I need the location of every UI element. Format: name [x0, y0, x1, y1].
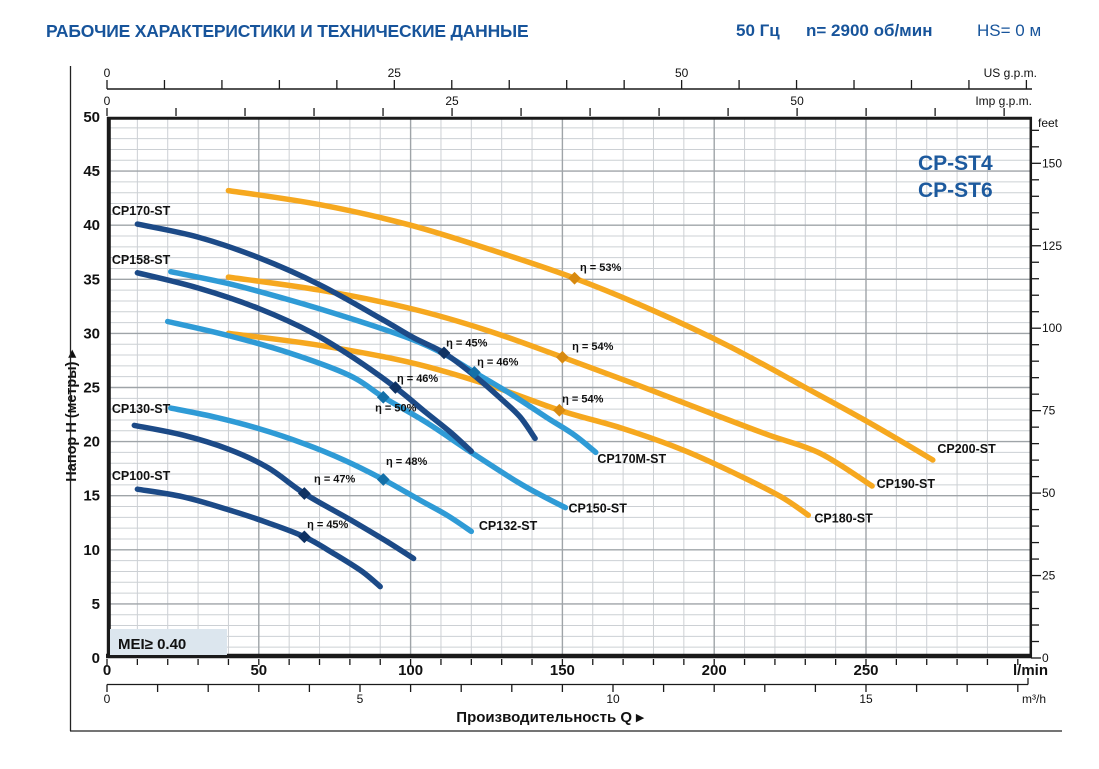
efficiency-label-CP100-ST: η = 45%	[307, 519, 348, 531]
head-m-tick-label: 25	[83, 380, 100, 397]
feet-tick-label: 25	[1042, 569, 1056, 583]
efficiency-label-CP132-ST: η = 48%	[386, 456, 427, 468]
impgpm-tick-label: 25	[445, 94, 459, 108]
efficiency-label-CP190-ST: η = 54%	[572, 341, 613, 353]
feet-tick-label: 125	[1042, 239, 1062, 253]
model-group-label-1: CP-ST4	[918, 152, 993, 175]
curve-CP170-ST	[134, 221, 538, 442]
curve-CP150-ST	[164, 318, 569, 511]
head-m-tick-label: 50	[83, 109, 100, 126]
efficiency-label-CP200-ST: η = 53%	[580, 262, 621, 274]
feet-tick-label: 150	[1042, 156, 1062, 170]
y-axis-title: Напор H (метры) ▸	[64, 349, 80, 482]
usgpm-tick-label: 25	[388, 66, 402, 80]
efficiency-label-CP158-ST: η = 46%	[397, 373, 438, 385]
series-label-CP150-ST: CP150-ST	[568, 502, 627, 516]
suction-head-label: HS= 0 м	[977, 21, 1042, 40]
lmin-tick-label: 200	[702, 662, 727, 679]
curve-CP100-ST	[134, 486, 383, 590]
curve-CP158-ST	[134, 270, 475, 455]
efficiency-label-CP170-ST: η = 45%	[446, 338, 487, 350]
impgpm-unit-label: Imp g.p.m.	[975, 94, 1032, 108]
usgpm-tick-label: 50	[675, 66, 689, 80]
head-m-tick-label: 10	[83, 542, 100, 559]
lmin-tick-label: 150	[550, 662, 575, 679]
lmin-tick-label: 100	[398, 662, 423, 679]
model-group-label-2: CP-ST6	[918, 179, 993, 202]
feet-tick-label: 0	[1042, 651, 1049, 665]
m3h-unit-label: m³/h	[1022, 692, 1046, 706]
curve-CP132-ST	[168, 405, 475, 535]
series-label-CP190-ST: CP190-ST	[877, 477, 936, 491]
impgpm-tick-label: 0	[104, 94, 111, 108]
feet-tick-label: 75	[1042, 404, 1056, 418]
page-title: РАБОЧИЕ ХАРАКТЕРИСТИКИ И ТЕХНИЧЕСКИЕ ДАН…	[46, 21, 529, 41]
mei-box	[110, 629, 227, 655]
feet-unit-label: feet	[1038, 116, 1059, 130]
lmin-unit-label: l/min	[1013, 662, 1048, 679]
efficiency-label-CP180-ST: η = 54%	[562, 393, 603, 405]
m3h-tick-label: 0	[104, 692, 111, 706]
frequency-label: 50 Гц	[736, 21, 780, 40]
curve-CP130-ST	[131, 422, 417, 562]
series-label-CP100-ST: CP100-ST	[112, 469, 171, 483]
head-m-tick-label: 5	[92, 596, 100, 613]
series-label-CP180-ST: CP180-ST	[814, 511, 873, 525]
series-label-CP158-ST: CP158-ST	[112, 253, 171, 267]
m3h-tick-label: 15	[859, 692, 873, 706]
series-label-CP132-ST: CP132-ST	[479, 519, 538, 533]
series-label-CP200-ST: CP200-ST	[937, 442, 996, 456]
impgpm-tick-label: 50	[790, 94, 804, 108]
head-m-tick-label: 40	[83, 217, 100, 234]
curve-CP200-ST	[225, 187, 936, 463]
x-axis-title: Производительность Q ▸	[456, 709, 645, 726]
head-m-tick-label: 35	[83, 271, 100, 288]
feet-tick-label: 50	[1042, 486, 1056, 500]
efficiency-marker-CP150-ST	[376, 390, 390, 404]
lmin-tick-label: 50	[250, 662, 267, 679]
head-m-tick-label: 15	[83, 488, 100, 505]
efficiency-label-CP150-ST: η = 50%	[375, 403, 416, 415]
efficiency-marker-CP170-ST	[437, 346, 451, 360]
efficiency-label-CP130-ST: η = 47%	[314, 473, 355, 485]
efficiency-marker-CP180-ST	[553, 403, 566, 417]
head-m-tick-label: 30	[83, 325, 100, 342]
head-m-tick-label: 45	[83, 163, 100, 180]
efficiency-marker-CP130-ST	[297, 487, 311, 500]
series-label-CP170M-ST: CP170M-ST	[597, 452, 666, 466]
usgpm-unit-label: US g.p.m.	[984, 66, 1037, 80]
feet-tick-label: 100	[1042, 321, 1062, 335]
head-m-tick-label: 0	[92, 650, 100, 667]
usgpm-tick-label: 0	[104, 66, 111, 80]
head-m-tick-label: 20	[83, 434, 100, 451]
lmin-tick-label: 0	[103, 662, 111, 679]
m3h-tick-label: 5	[357, 692, 364, 706]
curve-CP190-ST	[225, 274, 875, 489]
m3h-tick-label: 10	[606, 692, 620, 706]
mei-label: MEI≥ 0.40	[118, 636, 186, 653]
efficiency-marker-CP158-ST	[389, 381, 402, 394]
efficiency-label-CP170M-ST: η = 46%	[477, 357, 518, 369]
efficiency-marker-CP170M-ST	[467, 365, 481, 379]
curve-CP180-ST	[225, 330, 812, 518]
series-label-CP170-ST: CP170-ST	[112, 204, 171, 218]
lmin-tick-label: 250	[853, 662, 878, 679]
speed-label: n= 2900 об/мин	[806, 21, 933, 40]
efficiency-marker-CP132-ST	[376, 473, 390, 486]
series-label-CP130-ST: CP130-ST	[112, 402, 171, 416]
